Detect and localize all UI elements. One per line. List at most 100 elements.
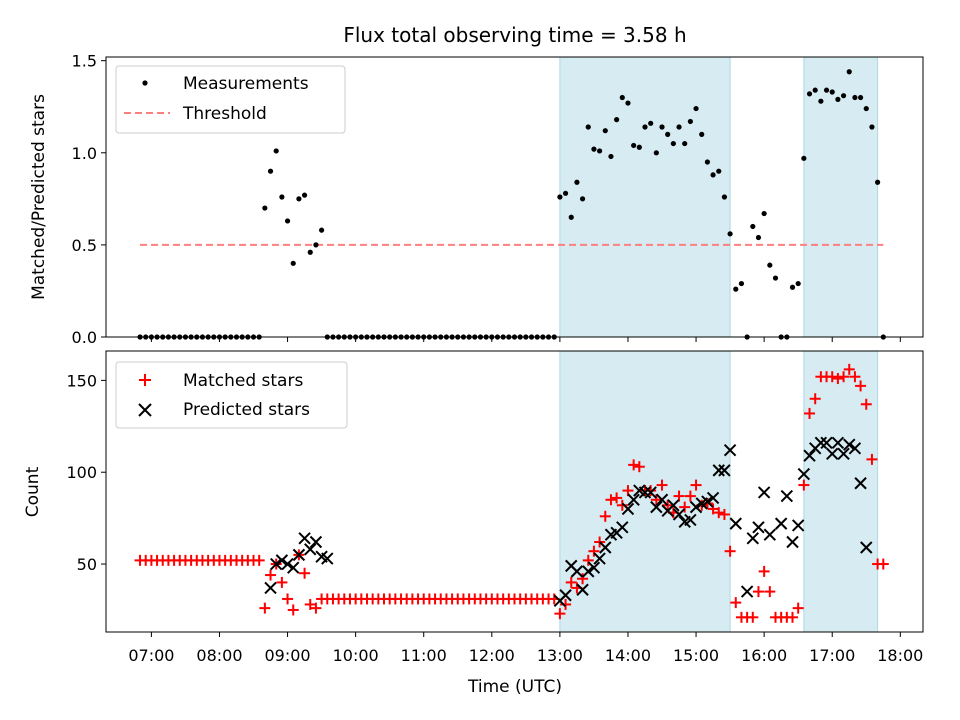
measurement-point <box>585 124 591 130</box>
matched-stars-points <box>134 363 889 623</box>
predicted-star-point <box>791 519 805 532</box>
measurement-point <box>716 168 722 174</box>
measurement-point <box>704 159 711 165</box>
predicted-star-point <box>803 449 816 462</box>
measurement-point <box>625 100 631 106</box>
matched-star-point <box>792 602 804 614</box>
predicted-star-point <box>298 532 311 545</box>
matched-star-point <box>565 576 577 588</box>
measurement-point <box>290 260 296 266</box>
matched-star-point <box>554 608 566 620</box>
measurement-point <box>772 275 779 281</box>
measurement-point <box>301 192 308 198</box>
measurement-point <box>619 94 625 101</box>
measurement-point <box>318 227 325 233</box>
matched-star-point <box>724 545 736 557</box>
measurement-point <box>693 105 699 112</box>
measurement-point <box>614 117 620 123</box>
measurement-point <box>631 142 637 149</box>
predicted-star-point <box>292 548 306 562</box>
predicted-star-point <box>309 535 323 549</box>
matched-star-point <box>633 461 645 473</box>
figure-title: Flux total observing time = 3.58 h <box>343 23 686 47</box>
measurement-point <box>597 148 603 154</box>
measurement-point <box>568 214 574 220</box>
matched-star-point <box>849 371 861 383</box>
matched-star-point <box>804 407 816 419</box>
matched-star-point <box>713 507 725 519</box>
predicted-star-point <box>638 486 652 499</box>
matched-star-point <box>265 569 277 581</box>
matched-star-point <box>855 380 867 392</box>
measurement-point <box>823 87 830 93</box>
measurement-point <box>761 210 767 217</box>
measurement-point <box>710 172 716 178</box>
predicted-star-point <box>820 436 833 450</box>
matched-star-point <box>684 490 696 502</box>
predicted-star-point <box>706 491 720 505</box>
matched-star-point <box>599 510 611 522</box>
top-y-tick-label: 0.5 <box>72 236 97 255</box>
x-tick-label: 18:00 <box>877 646 923 665</box>
bottom-y-axis-label: Count <box>23 466 43 517</box>
matched-star-point <box>560 598 572 610</box>
predicted-star-point <box>689 500 703 514</box>
measurement-point <box>273 148 279 154</box>
predicted-star-point <box>860 541 873 554</box>
predicted-star-point <box>843 438 856 451</box>
measurement-point <box>818 98 824 104</box>
x-tick-label: 07:00 <box>128 646 174 665</box>
predicted-star-point <box>701 495 714 508</box>
matched-star-point <box>304 598 316 610</box>
measurement-point <box>812 87 818 93</box>
predicted-star-point <box>593 552 606 565</box>
matched-star-point <box>809 393 821 405</box>
predicted-star-point <box>740 585 754 598</box>
predicted-star-point <box>281 557 294 571</box>
matched-star-point <box>622 485 634 497</box>
measurement-point <box>591 146 597 152</box>
matched-star-point <box>299 567 311 579</box>
matched-star-point <box>287 604 299 616</box>
x-tick-label: 14:00 <box>605 646 651 665</box>
top-x-ticks <box>150 337 901 342</box>
predicted-star-point <box>854 477 867 490</box>
matched-star-point <box>605 494 617 506</box>
predicted-star-point <box>837 447 850 461</box>
measurement-point <box>846 69 852 75</box>
matched-star-point <box>628 459 640 471</box>
matched-star-point <box>866 453 878 465</box>
measurement-point <box>852 94 858 101</box>
predicted-star-point <box>831 436 845 450</box>
measurement-point <box>579 196 586 202</box>
predicted-star-point <box>780 489 794 503</box>
matched-star-point <box>282 593 294 605</box>
predicted-star-point <box>621 502 635 516</box>
legend-matched-marker <box>139 374 151 386</box>
measurement-point <box>602 128 608 134</box>
predicted-star-point <box>576 583 589 596</box>
predicted-star-point <box>723 443 737 457</box>
measurement-point <box>659 124 665 130</box>
matched-star-point <box>582 554 594 566</box>
measurement-point <box>727 231 733 237</box>
x-tick-label: 17:00 <box>809 646 855 665</box>
matched-star-point <box>787 611 799 623</box>
matched-star-point <box>276 576 288 588</box>
measurement-point <box>869 124 875 130</box>
matched-star-point <box>718 508 730 520</box>
matched-star-point <box>764 586 776 598</box>
predicted-star-point <box>826 447 839 461</box>
bottom-axes-frame <box>105 350 924 633</box>
measurement-point <box>574 179 580 185</box>
matched-star-point <box>662 499 674 511</box>
measurement-point <box>699 131 705 137</box>
bottom-legend-box <box>115 361 348 429</box>
predicted-star-point <box>644 486 657 499</box>
shaded-span-1 <box>559 56 731 338</box>
top-y-ticks: 0.0 0.5 1.0 1.5 <box>72 52 106 347</box>
x-tick-label: 09:00 <box>265 646 311 665</box>
predicted-star-point <box>752 521 765 534</box>
predicted-star-point <box>746 532 759 545</box>
top-y-tick-label: 1.0 <box>72 144 97 163</box>
